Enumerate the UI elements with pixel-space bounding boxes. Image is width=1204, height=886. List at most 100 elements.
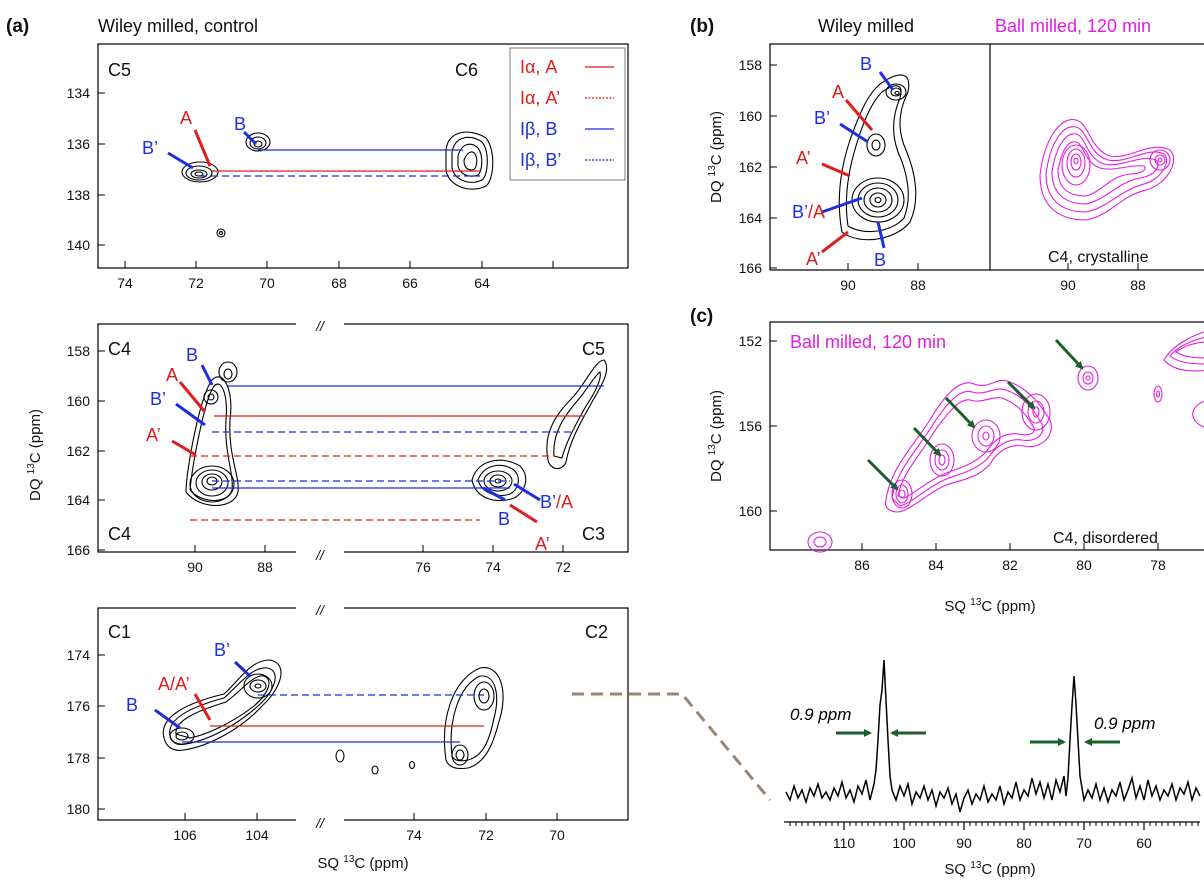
label-Bp: B’ — [150, 389, 166, 409]
xtick-label: 72 — [188, 275, 204, 291]
ytick-label: 138 — [67, 187, 91, 203]
ytick-label: 158 — [67, 343, 91, 359]
panel-label-c: (c) — [690, 306, 713, 327]
corner-c5: C5 — [108, 60, 131, 80]
ytick-label: 180 — [67, 801, 91, 817]
xtick-label: 90 — [956, 835, 972, 851]
ytick-label: 164 — [739, 210, 763, 226]
ytick-label: 174 — [67, 647, 91, 663]
contours-a-middle — [185, 359, 608, 506]
axis-break: // — [315, 815, 326, 831]
xtick-label: 88 — [257, 559, 273, 575]
corner-c1: C1 — [108, 622, 131, 642]
corner-c4-top: C4 — [108, 339, 131, 359]
axis-break: // — [315, 318, 326, 334]
ytick-label: 178 — [67, 750, 91, 766]
xtick-label: 100 — [892, 835, 916, 851]
legend-label: Iα, A’ — [520, 88, 560, 108]
panel-b-title-right: Ball milled, 120 min — [995, 16, 1151, 36]
ytick-label: 164 — [67, 492, 91, 508]
label-B: B — [186, 345, 198, 365]
xtick-label: 106 — [173, 827, 197, 843]
label-Bp: B’ — [814, 108, 830, 128]
ytick-label: 158 — [739, 57, 763, 73]
xtick-label: 82 — [1002, 557, 1018, 573]
xtick-label: 70 — [1076, 835, 1092, 851]
ytick-label: 176 — [67, 698, 91, 714]
panel-a-bottom: // // 174 176 178 180 106 104 74 72 70 C… — [67, 600, 629, 843]
legend-label: Iβ, B’ — [520, 150, 561, 170]
xtick-label: 74 — [485, 559, 501, 575]
panel-a-title: Wiley milled, control — [98, 16, 258, 36]
xtick-label: 70 — [549, 827, 565, 843]
ytick-label: 162 — [739, 159, 763, 175]
label-AAp: A/A’ — [158, 674, 190, 694]
xtick-label: 68 — [331, 275, 347, 291]
ytick-label: 136 — [67, 136, 91, 152]
legend-label: Iβ, B — [520, 119, 557, 139]
panel-b: Wiley milled Ball milled, 120 min 158 16… — [707, 16, 1204, 293]
xtick-label: 66 — [402, 275, 418, 291]
xtick-label: 78 — [1150, 557, 1166, 573]
xtick-label: 64 — [474, 275, 490, 291]
panel-c: Ball milled, 120 min C4, disordered 152 … — [707, 321, 1204, 615]
width-label-right: 0.9 ppm — [1094, 714, 1155, 733]
panel-c-title: Ball milled, 120 min — [790, 332, 946, 352]
xtick-label: 86 — [854, 557, 870, 573]
xtick-label: 76 — [415, 559, 431, 575]
contours-b-right — [1039, 119, 1175, 221]
ytick-label: 160 — [739, 503, 763, 519]
panel-c-note: C4, disordered — [1053, 530, 1158, 547]
panel-a-top: 134 136 138 140 74 72 70 68 66 64 C5 C6 — [67, 43, 629, 291]
xtick-label: 80 — [1016, 835, 1032, 851]
contours-c — [807, 331, 1204, 553]
xtick-label: 90 — [187, 559, 203, 575]
corner-c2: C2 — [585, 622, 608, 642]
corner-c3: C3 — [582, 524, 605, 544]
xtick-label: 84 — [928, 557, 944, 573]
panel-d: 110 100 90 80 70 60 SQ 13C (ppm) 0.9 ppm… — [572, 659, 1201, 878]
xtick-label: 110 — [833, 835, 856, 851]
xtick-label: 60 — [1136, 835, 1152, 851]
panel-label-b: (b) — [690, 16, 714, 37]
xtick-label: 74 — [406, 827, 422, 843]
ytick-label: 156 — [739, 418, 763, 434]
corner-c4-bottom: C4 — [108, 524, 131, 544]
ytick-label: 166 — [739, 260, 763, 276]
xtick-label: 88 — [910, 277, 926, 293]
label-B: B — [126, 695, 138, 715]
axis-break: // — [315, 547, 326, 563]
label-BpA: B’/A — [540, 492, 573, 512]
panel-a-ylabel: DQ 13C (ppm) — [26, 409, 44, 501]
xtick-label: 90 — [1060, 277, 1076, 293]
panel-b-ylabel: DQ 13C (ppm) — [707, 111, 725, 203]
label-Ap2: A’ — [806, 249, 821, 269]
panel-b-note: C4, crystalline — [1048, 249, 1149, 266]
label-Ap: A’ — [796, 148, 811, 168]
ytick-label: 134 — [67, 85, 91, 101]
label-Bp: B’ — [142, 138, 158, 158]
panel-d-xlabel: SQ 13C (ppm) — [944, 860, 1035, 878]
xtick-label: 74 — [117, 275, 133, 291]
xtick-label: 90 — [840, 277, 856, 293]
label-A: A — [166, 365, 178, 385]
panel-c-ylabel: DQ 13C (ppm) — [707, 390, 725, 482]
panel-a-top-xticks: 74 72 70 68 66 64 — [117, 261, 554, 291]
corner-c5: C5 — [582, 339, 605, 359]
label-Ap: A’ — [146, 425, 161, 445]
legend-label: Iα, A — [520, 57, 557, 77]
contours-a-bottom — [162, 659, 504, 775]
label-Ap2: A’ — [535, 534, 550, 554]
axis-break: // — [315, 602, 326, 618]
panel-d-ticks — [789, 822, 1199, 830]
ytick-label: 162 — [67, 443, 91, 459]
xtick-label: 80 — [1076, 557, 1092, 573]
contours-b-left — [838, 74, 917, 241]
arrows-c — [866, 338, 1084, 491]
label-B2: B — [874, 250, 886, 270]
ytick-label: 152 — [739, 333, 763, 349]
xtick-label: 70 — [259, 275, 275, 291]
ytick-label: 160 — [739, 108, 763, 124]
panel-a-top-yticks: 134 136 138 140 — [67, 85, 105, 253]
